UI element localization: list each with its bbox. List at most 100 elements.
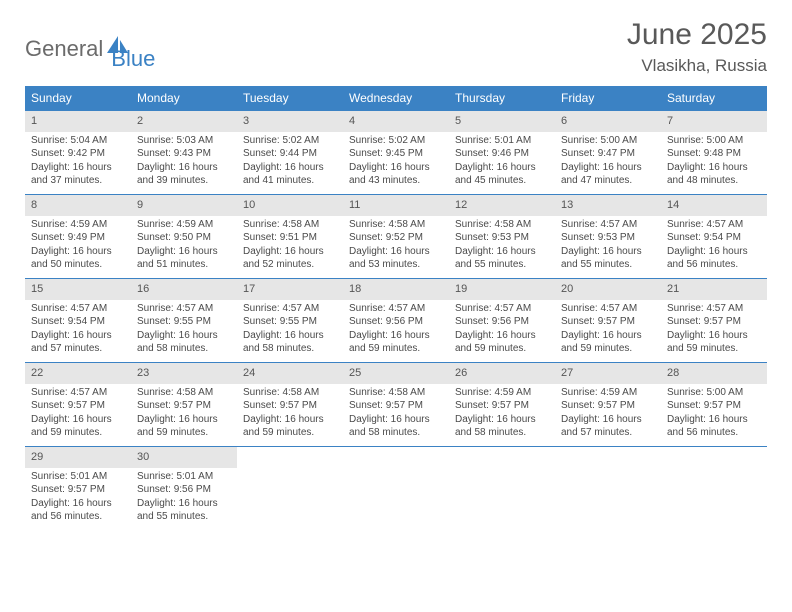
sunset-line: Sunset: 9:57 PM [137,399,231,413]
sunrise-line: Sunrise: 4:58 AM [243,218,337,232]
sunset-line: Sunset: 9:54 PM [667,231,761,245]
sunset-line: Sunset: 9:46 PM [455,147,549,161]
sunset-line: Sunset: 9:56 PM [455,315,549,329]
sunset-line: Sunset: 9:57 PM [561,315,655,329]
day-number: 2 [131,111,237,132]
sunrise-line: Sunrise: 5:00 AM [561,134,655,148]
day-number: 10 [237,195,343,216]
day-number: 8 [25,195,131,216]
calendar-day-cell: 26Sunrise: 4:59 AMSunset: 9:57 PMDayligh… [449,363,555,447]
calendar-day-cell: 5Sunrise: 5:01 AMSunset: 9:46 PMDaylight… [449,111,555,195]
weekday-header: Tuesday [237,86,343,111]
sunrise-line: Sunrise: 4:57 AM [561,218,655,232]
sunrise-line: Sunrise: 4:58 AM [349,386,443,400]
daylight-line: Daylight: 16 hours and 50 minutes. [31,245,125,272]
sunrise-line: Sunrise: 4:57 AM [667,218,761,232]
day-details: Sunrise: 4:57 AMSunset: 9:57 PMDaylight:… [25,384,131,444]
sunset-line: Sunset: 9:49 PM [31,231,125,245]
calendar-day-cell: 29Sunrise: 5:01 AMSunset: 9:57 PMDayligh… [25,447,131,531]
daylight-line: Daylight: 16 hours and 59 minutes. [667,329,761,356]
sunset-line: Sunset: 9:42 PM [31,147,125,161]
day-number: 22 [25,363,131,384]
weekday-header: Wednesday [343,86,449,111]
sunrise-line: Sunrise: 5:04 AM [31,134,125,148]
calendar-day-cell: 6Sunrise: 5:00 AMSunset: 9:47 PMDaylight… [555,111,661,195]
daylight-line: Daylight: 16 hours and 59 minutes. [455,329,549,356]
sunrise-line: Sunrise: 4:57 AM [31,386,125,400]
sunset-line: Sunset: 9:54 PM [31,315,125,329]
day-number: 20 [555,279,661,300]
calendar-day-cell: 16Sunrise: 4:57 AMSunset: 9:55 PMDayligh… [131,279,237,363]
sunset-line: Sunset: 9:51 PM [243,231,337,245]
sunset-line: Sunset: 9:45 PM [349,147,443,161]
calendar-day-cell: 17Sunrise: 4:57 AMSunset: 9:55 PMDayligh… [237,279,343,363]
sunset-line: Sunset: 9:57 PM [31,399,125,413]
calendar-day-cell: 7Sunrise: 5:00 AMSunset: 9:48 PMDaylight… [661,111,767,195]
sunrise-line: Sunrise: 4:59 AM [137,218,231,232]
calendar-day-cell: 28Sunrise: 5:00 AMSunset: 9:57 PMDayligh… [661,363,767,447]
day-number: 25 [343,363,449,384]
calendar-day-cell: 18Sunrise: 4:57 AMSunset: 9:56 PMDayligh… [343,279,449,363]
sunset-line: Sunset: 9:43 PM [137,147,231,161]
day-details: Sunrise: 5:01 AMSunset: 9:57 PMDaylight:… [25,468,131,528]
day-number: 7 [661,111,767,132]
day-details: Sunrise: 4:57 AMSunset: 9:57 PMDaylight:… [661,300,767,360]
day-number: 4 [343,111,449,132]
sunrise-line: Sunrise: 4:57 AM [349,302,443,316]
day-number: 9 [131,195,237,216]
daylight-line: Daylight: 16 hours and 57 minutes. [561,413,655,440]
sunset-line: Sunset: 9:57 PM [349,399,443,413]
day-details: Sunrise: 4:57 AMSunset: 9:54 PMDaylight:… [25,300,131,360]
daylight-line: Daylight: 16 hours and 45 minutes. [455,161,549,188]
day-details: Sunrise: 4:57 AMSunset: 9:56 PMDaylight:… [449,300,555,360]
sunset-line: Sunset: 9:55 PM [137,315,231,329]
daylight-line: Daylight: 16 hours and 58 minutes. [455,413,549,440]
day-number: 26 [449,363,555,384]
day-details: Sunrise: 5:00 AMSunset: 9:47 PMDaylight:… [555,132,661,192]
sunrise-line: Sunrise: 4:59 AM [455,386,549,400]
day-number: 13 [555,195,661,216]
sunrise-line: Sunrise: 4:58 AM [137,386,231,400]
daylight-line: Daylight: 16 hours and 55 minutes. [455,245,549,272]
day-number: 27 [555,363,661,384]
day-number: 15 [25,279,131,300]
sunset-line: Sunset: 9:57 PM [243,399,337,413]
calendar-week-row: 1Sunrise: 5:04 AMSunset: 9:42 PMDaylight… [25,111,767,195]
daylight-line: Daylight: 16 hours and 58 minutes. [243,329,337,356]
calendar-day-cell: 24Sunrise: 4:58 AMSunset: 9:57 PMDayligh… [237,363,343,447]
calendar-day-cell [237,447,343,531]
weekday-header-row: Sunday Monday Tuesday Wednesday Thursday… [25,86,767,111]
day-details: Sunrise: 4:59 AMSunset: 9:57 PMDaylight:… [449,384,555,444]
daylight-line: Daylight: 16 hours and 58 minutes. [137,329,231,356]
day-number: 12 [449,195,555,216]
day-number: 23 [131,363,237,384]
daylight-line: Daylight: 16 hours and 43 minutes. [349,161,443,188]
title-block: June 2025 Vlasikha, Russia [627,18,767,76]
day-number: 21 [661,279,767,300]
logo-text-general: General [25,36,103,62]
weekday-header: Sunday [25,86,131,111]
sunrise-line: Sunrise: 5:00 AM [667,386,761,400]
day-details: Sunrise: 5:02 AMSunset: 9:45 PMDaylight:… [343,132,449,192]
daylight-line: Daylight: 16 hours and 59 minutes. [31,413,125,440]
calendar-day-cell: 19Sunrise: 4:57 AMSunset: 9:56 PMDayligh… [449,279,555,363]
sunset-line: Sunset: 9:52 PM [349,231,443,245]
sunrise-line: Sunrise: 5:02 AM [349,134,443,148]
calendar-day-cell: 4Sunrise: 5:02 AMSunset: 9:45 PMDaylight… [343,111,449,195]
sunset-line: Sunset: 9:56 PM [349,315,443,329]
daylight-line: Daylight: 16 hours and 52 minutes. [243,245,337,272]
sunset-line: Sunset: 9:53 PM [455,231,549,245]
day-number: 16 [131,279,237,300]
month-title: June 2025 [627,18,767,52]
calendar-day-cell: 1Sunrise: 5:04 AMSunset: 9:42 PMDaylight… [25,111,131,195]
calendar-day-cell: 2Sunrise: 5:03 AMSunset: 9:43 PMDaylight… [131,111,237,195]
daylight-line: Daylight: 16 hours and 48 minutes. [667,161,761,188]
sunset-line: Sunset: 9:44 PM [243,147,337,161]
day-details: Sunrise: 5:02 AMSunset: 9:44 PMDaylight:… [237,132,343,192]
calendar-day-cell: 27Sunrise: 4:59 AMSunset: 9:57 PMDayligh… [555,363,661,447]
calendar-day-cell: 23Sunrise: 4:58 AMSunset: 9:57 PMDayligh… [131,363,237,447]
daylight-line: Daylight: 16 hours and 39 minutes. [137,161,231,188]
sunset-line: Sunset: 9:55 PM [243,315,337,329]
daylight-line: Daylight: 16 hours and 55 minutes. [137,497,231,524]
calendar-day-cell [449,447,555,531]
